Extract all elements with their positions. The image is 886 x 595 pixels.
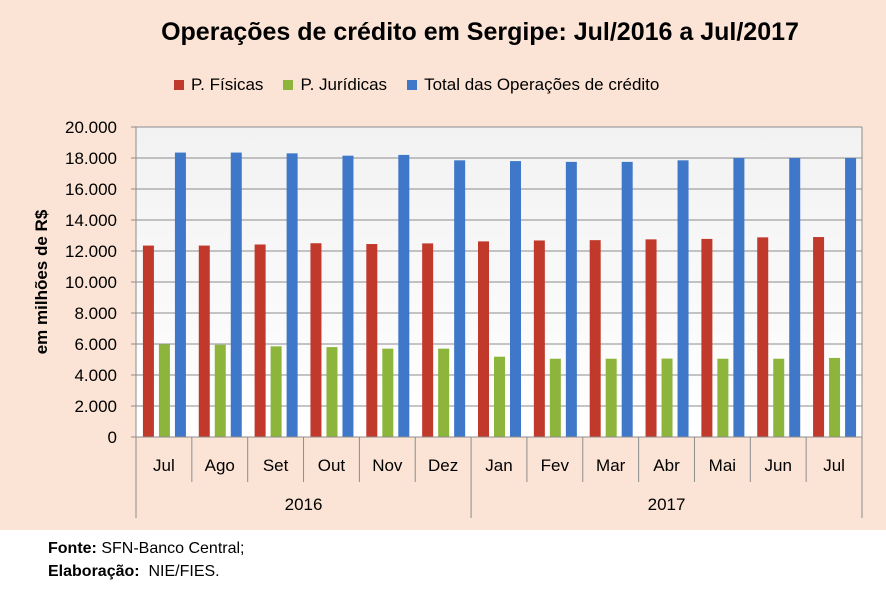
x-tick-label: Mar [596,456,626,475]
y-tick-label: 18.000 [65,149,117,168]
legend-label: P. Jurídicas [300,75,388,94]
bar-total [342,155,354,438]
bar-total [398,154,410,437]
y-tick-label: 2.000 [74,397,117,416]
bar-pj [829,357,841,437]
bar-total [789,158,801,437]
bar-pj [214,344,226,437]
bar-pf [422,243,434,437]
x-tick-label: Nov [372,456,403,475]
bar-total [286,153,298,437]
y-tick-label: 10.000 [65,273,117,292]
bar-pj [605,358,617,437]
bar-pf [533,240,545,437]
legend-label: P. Físicas [191,75,264,94]
legend-label: Total das Operações de crédito [424,75,660,94]
prepared-label: Elaboração: [48,563,140,580]
y-tick-label: 0 [108,428,117,447]
y-tick-label: 12.000 [65,242,117,261]
prepared-value: NIE/FIES. [139,563,220,580]
bar-pj [326,347,338,437]
bar-total [733,158,745,437]
bar-pj [661,358,673,437]
bar-total [565,161,577,437]
x-tick-label: Fev [541,456,570,475]
bar-total [230,152,242,437]
x-tick-label: Jun [765,456,792,475]
bar-pf [645,239,657,437]
y-tick-label: 14.000 [65,211,117,230]
x-tick-label: Jul [153,456,175,475]
chart-title: Operações de crédito em Sergipe: Jul/201… [161,18,799,46]
bar-total [845,158,857,437]
bar-pf [142,245,154,437]
bar-pj [270,346,282,437]
legend: P. Físicas P. Jurídicas Total das Operaçõe… [174,74,659,96]
bar-chart: 0 2.000 4.000 6.000 8.000 10.000 12.000 14.000 1… [32,118,863,518]
source-label: Fonte: [48,540,97,557]
x-tick-label: Dez [428,456,458,475]
bar-pf [254,244,266,437]
x-tick-label: Set [263,456,289,475]
legend-entry: Total das Operações de crédito [407,75,659,95]
bar-total [621,161,633,437]
footer: Fonte: SFN-Banco Central; Elaboração: NI… [48,537,244,583]
bar-pf [701,238,713,437]
bar-pj [438,348,450,437]
bar-pf [813,237,825,437]
bar-total [454,160,466,437]
legend-swatch [174,80,184,90]
x-tick-label: Out [318,456,346,475]
bar-pj [382,348,394,437]
y-tick-label: 8.000 [74,304,117,323]
legend-swatch [283,80,294,90]
legend-entry: P. Físicas [174,75,263,95]
x-tick-label: Jan [485,456,512,475]
x-tick-label: Mai [709,456,736,475]
x-tick-label: Ago [205,456,235,475]
bar-pf [478,241,489,437]
bar-pj [158,344,170,437]
group-label: 2016 [285,495,323,514]
bar-pj [717,358,729,437]
prepared-line: Elaboração: NIE/FIES. [48,560,244,583]
bar-pf [757,237,769,437]
chart-panel: 0 2.000 4.000 6.000 8.000 10.000 12.000 14.000 1… [0,0,886,530]
x-tick-label: Jul [823,456,845,475]
legend-entry: P. Jurídicas [283,75,387,95]
bar-total [677,160,689,437]
bar-total [174,152,186,437]
bar-pf [366,244,378,437]
y-tick-label: 16.000 [65,180,117,199]
bar-pf [198,245,210,437]
bar-pj [494,356,505,437]
legend-swatch [407,80,418,90]
bar-pf [589,240,601,437]
bar-pj [549,358,561,437]
y-tick-label: 20.000 [65,118,117,137]
bar-pf [310,243,322,437]
y-axis-label: em milhões de R$ [32,209,51,354]
y-tick-label: 6.000 [74,335,117,354]
y-tick-label: 4.000 [74,366,117,385]
x-tick-label: Abr [653,456,680,475]
group-label: 2017 [648,495,686,514]
bar-total [510,161,521,437]
bar-pj [773,358,785,437]
source-value: SFN-Banco Central; [96,540,245,557]
source-line: Fonte: SFN-Banco Central; [48,537,244,560]
